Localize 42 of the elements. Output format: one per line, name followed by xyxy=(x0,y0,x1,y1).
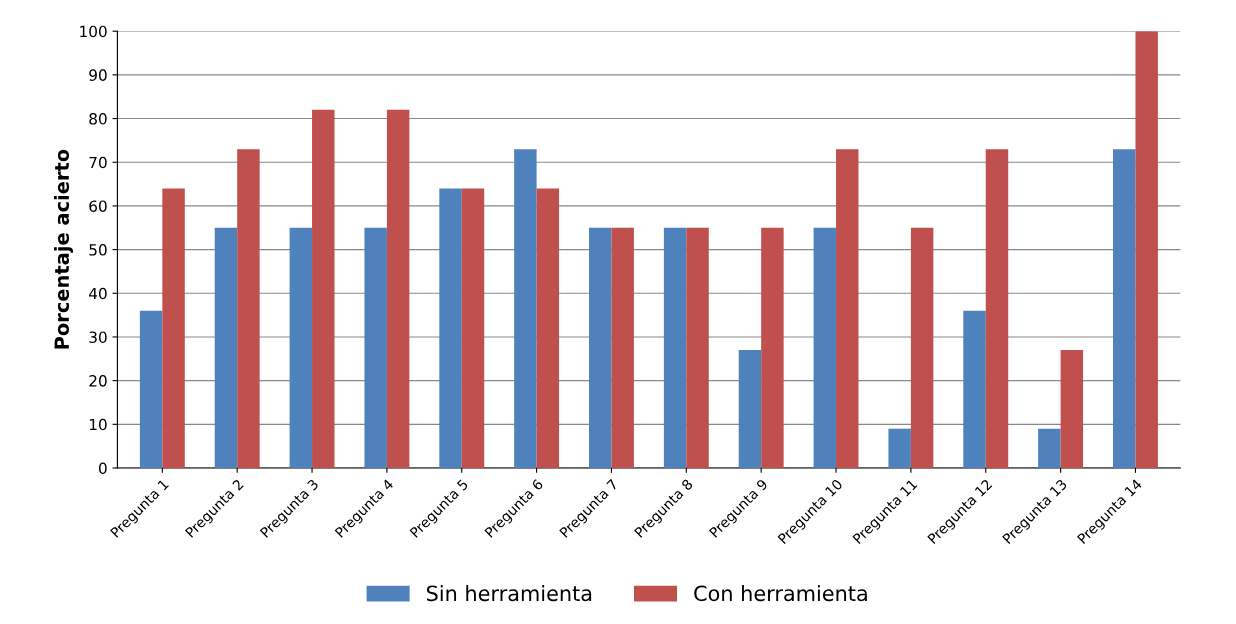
bar xyxy=(364,227,387,468)
bar xyxy=(386,109,410,468)
legend-label: Con herramienta xyxy=(694,585,867,602)
y-tick-label: 90 xyxy=(89,69,107,81)
bar xyxy=(910,227,934,468)
y-tick-label: 50 xyxy=(89,244,107,256)
y-tick-label: 70 xyxy=(89,156,107,169)
legend-label: Sin herramienta xyxy=(426,585,592,602)
bar xyxy=(237,149,260,468)
bar xyxy=(686,227,709,468)
bar xyxy=(214,227,238,468)
bar xyxy=(985,149,1009,468)
bar xyxy=(836,149,859,468)
bar xyxy=(1113,149,1136,468)
bar xyxy=(611,227,634,468)
bar xyxy=(439,188,462,468)
bar xyxy=(1060,350,1084,468)
bar xyxy=(514,149,537,468)
bar xyxy=(761,227,784,468)
bar xyxy=(289,227,313,468)
bar xyxy=(1135,31,1158,468)
bar xyxy=(963,310,986,468)
bar xyxy=(461,188,485,468)
bar xyxy=(738,350,762,468)
y-tick-label: 60 xyxy=(89,200,107,212)
y-tick-label: 0 xyxy=(98,462,107,475)
y-axis-title: Porcentaje acierto xyxy=(54,149,73,349)
y-tick-label: 20 xyxy=(89,375,107,387)
y-tick-label: 10 xyxy=(89,418,107,431)
bar xyxy=(813,227,837,468)
y-tick-label: 30 xyxy=(89,331,107,343)
bar xyxy=(663,227,687,468)
y-tick-label: 80 xyxy=(89,113,107,125)
bar xyxy=(312,109,335,468)
bar xyxy=(589,227,612,468)
y-tick-label: 40 xyxy=(89,287,107,300)
y-tick-label: 100 xyxy=(80,25,107,38)
bar xyxy=(888,428,911,468)
bar xyxy=(536,188,560,468)
bar xyxy=(1038,428,1061,468)
bar xyxy=(139,310,163,468)
bar xyxy=(162,188,185,468)
